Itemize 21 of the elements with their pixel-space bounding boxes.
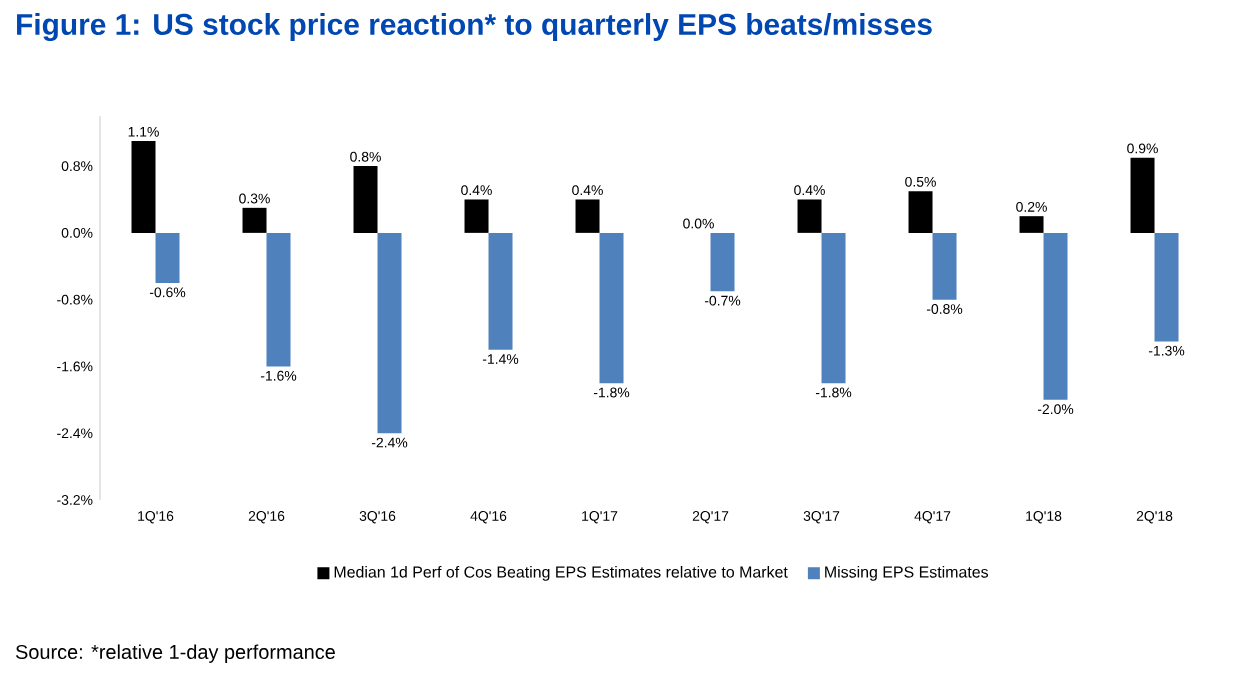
bar [821, 232, 846, 384]
bar [1043, 232, 1068, 400]
bar [797, 199, 822, 233]
bar [155, 232, 180, 283]
bar [1154, 232, 1179, 342]
chart-title: Figure 1: US stock price reaction* to quarterly EPS beats/misses [17, 13, 932, 42]
bar [266, 232, 291, 367]
bar [353, 166, 378, 233]
bar [377, 232, 402, 434]
bar [710, 232, 735, 292]
bar [131, 141, 156, 233]
bar [1019, 216, 1044, 233]
bar [908, 191, 933, 233]
bar [242, 207, 267, 233]
bar [932, 232, 957, 300]
bar [488, 232, 513, 350]
bar [1130, 157, 1155, 233]
bar [464, 199, 489, 233]
bar [575, 199, 600, 233]
source-note: Source: *relative 1-day performance [15, 644, 335, 663]
bar [599, 232, 624, 384]
